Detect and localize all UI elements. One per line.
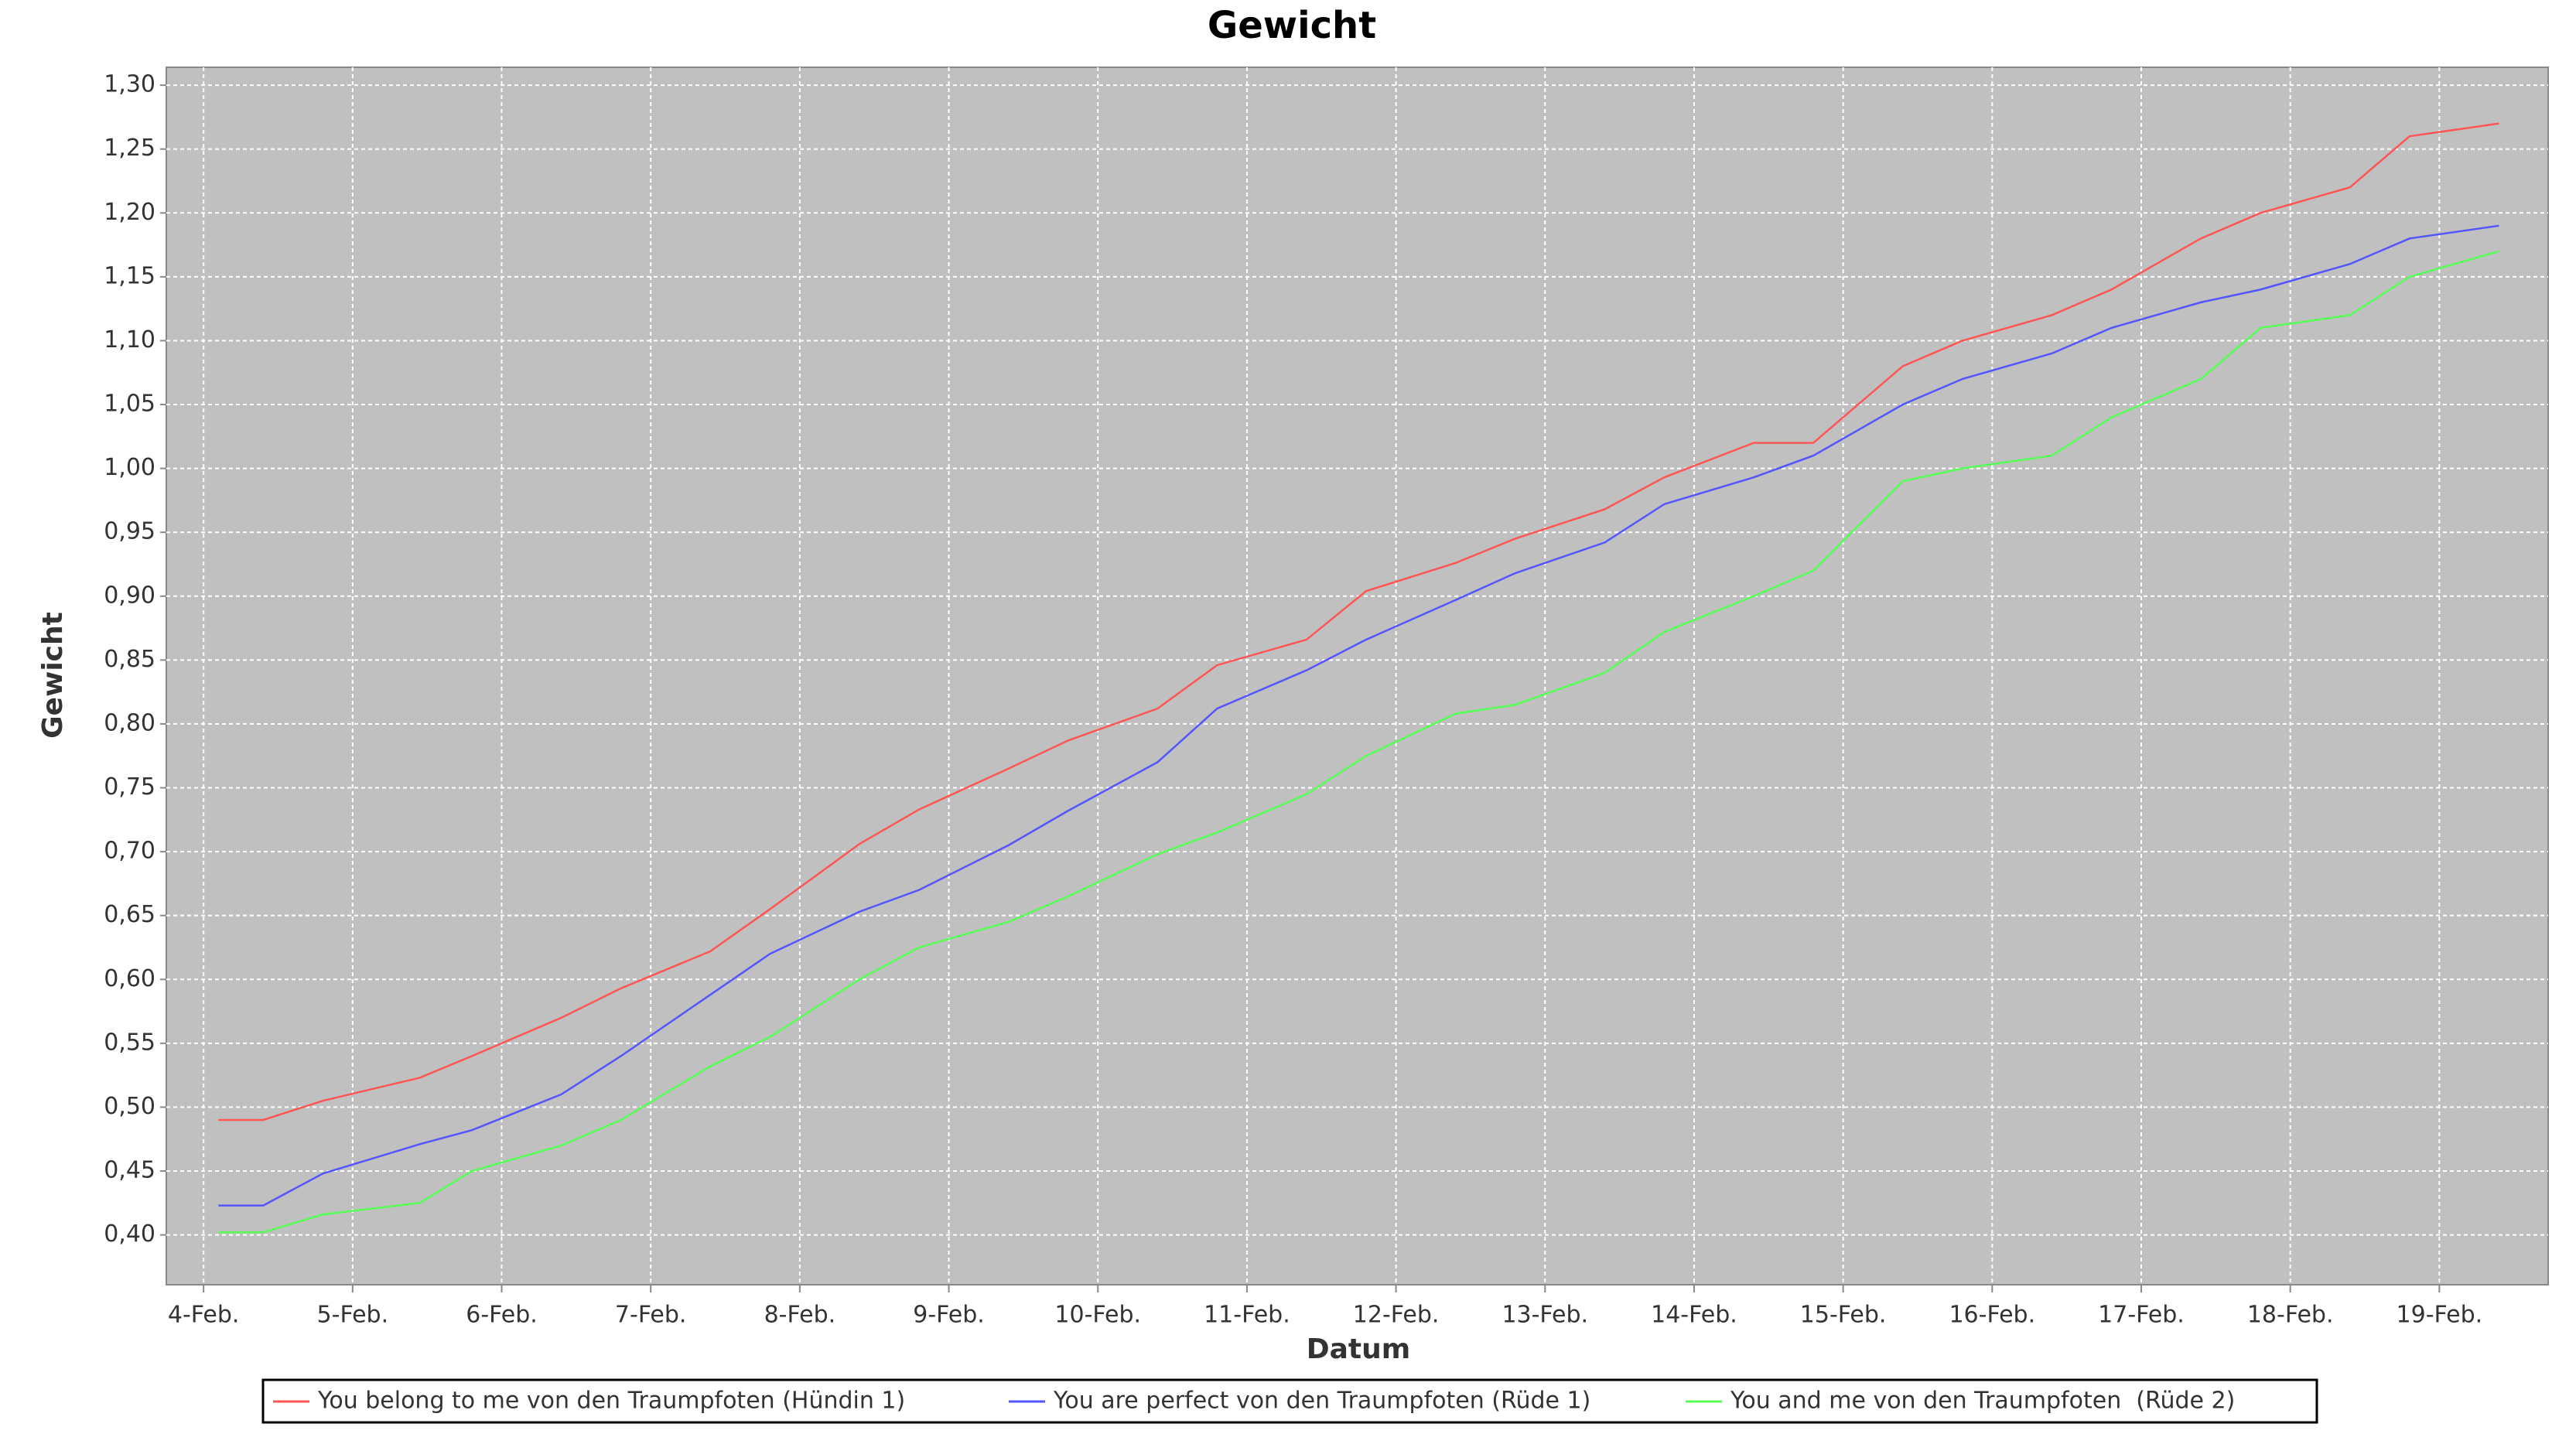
y-tick-label: 0,90 — [104, 582, 155, 609]
x-tick-label: 9-Feb. — [913, 1302, 985, 1329]
x-tick-label: 19-Feb. — [2397, 1302, 2483, 1329]
x-tick-label: 11-Feb. — [1204, 1302, 1290, 1329]
x-tick-label: 14-Feb. — [1651, 1302, 1737, 1329]
plot-area — [166, 67, 2549, 1285]
y-tick-label: 1,15 — [104, 262, 155, 289]
y-tick-label: 1,00 — [104, 454, 155, 481]
x-tick-label: 7-Feb. — [615, 1302, 687, 1329]
y-tick-label: 0,45 — [104, 1157, 155, 1184]
y-tick-label: 0,55 — [104, 1029, 155, 1056]
legend — [261, 1378, 2318, 1424]
y-tick-label: 0,40 — [104, 1221, 155, 1248]
y-tick-label: 1,20 — [104, 199, 155, 226]
legend-label: You belong to me von den Traumpfoten (Hü… — [317, 1388, 905, 1415]
data-line — [218, 250, 2499, 1234]
x-tick-label: 17-Feb. — [2098, 1302, 2185, 1329]
y-tick-label: 1,25 — [104, 135, 155, 162]
data-line — [218, 224, 2499, 1207]
legend-label: You and me von den Traumpfoten (Rüde 2) — [1730, 1388, 2235, 1415]
y-axis-label: Gewicht — [37, 612, 69, 739]
x-axis-label: Datum — [1307, 1333, 1411, 1365]
legend-label: You are perfect von den Traumpfoten (Rüd… — [1053, 1388, 1590, 1415]
x-tick-label: 12-Feb. — [1353, 1302, 1440, 1329]
y-tick-label: 0,70 — [104, 838, 155, 865]
y-tick-label: 0,75 — [104, 773, 155, 801]
y-tick-label: 0,80 — [104, 709, 155, 736]
data-line — [218, 122, 2499, 1122]
y-tick-label: 1,05 — [104, 391, 155, 418]
y-tick-label: 0,50 — [104, 1093, 155, 1120]
y-tick-label: 0,65 — [104, 901, 155, 928]
y-tick-label: 1,10 — [104, 326, 155, 353]
y-tick-label: 0,60 — [104, 965, 155, 992]
x-tick-label: 5-Feb. — [317, 1302, 389, 1329]
y-tick-label: 1,30 — [104, 71, 155, 98]
x-tick-label: 16-Feb. — [1949, 1302, 2035, 1329]
y-tick-label: 0,85 — [104, 646, 155, 673]
x-tick-label: 10-Feb. — [1054, 1302, 1141, 1329]
x-tick-label: 18-Feb. — [2247, 1302, 2334, 1329]
x-tick-label: 13-Feb. — [1502, 1302, 1588, 1329]
chart-title: Gewicht — [1208, 4, 1376, 47]
x-tick-label: 15-Feb. — [1800, 1302, 1887, 1329]
x-tick-label: 4-Feb. — [168, 1302, 240, 1329]
x-tick-label: 8-Feb. — [764, 1302, 836, 1329]
y-tick-label: 0,95 — [104, 518, 155, 545]
x-tick-label: 6-Feb. — [466, 1302, 538, 1329]
